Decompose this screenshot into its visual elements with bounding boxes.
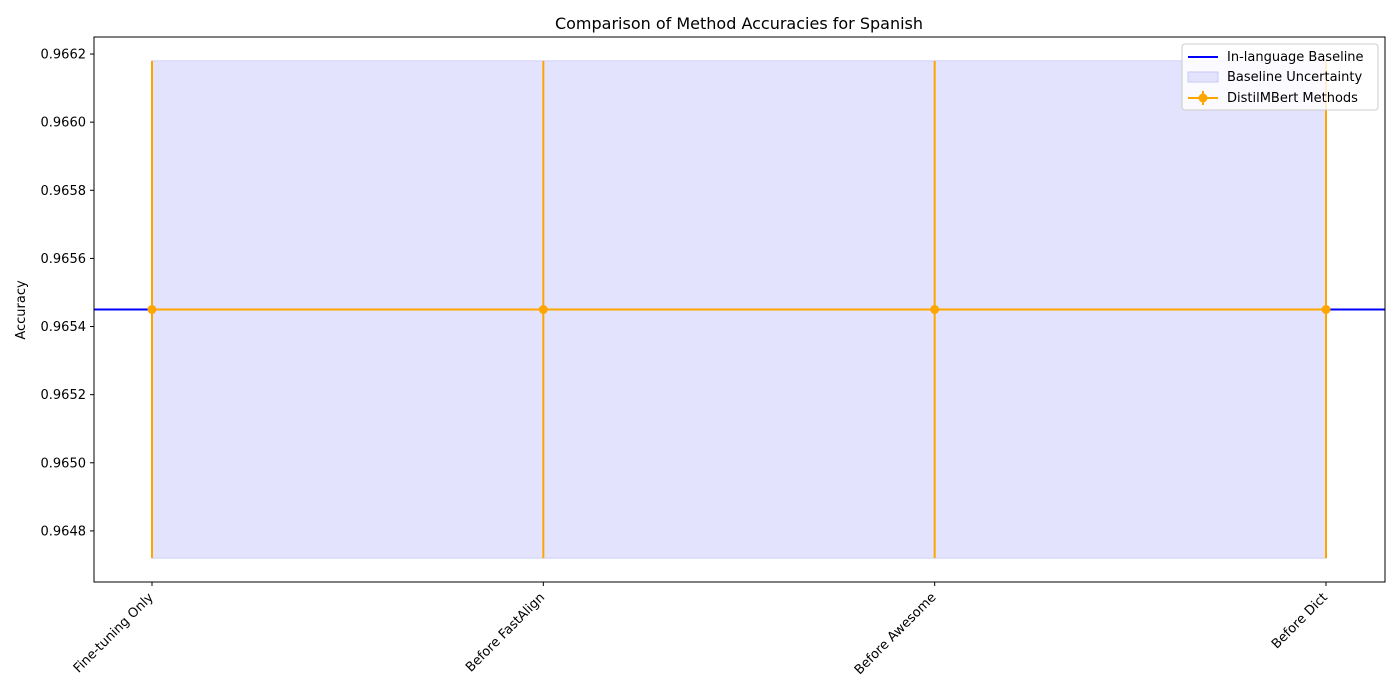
data-point: [538, 305, 548, 314]
data-point: [147, 305, 157, 314]
y-tick-label: 0.9648: [41, 524, 87, 539]
legend-frame: [1181, 43, 1379, 111]
data-point: [930, 305, 940, 314]
legend-band-label: Baseline Uncertainty: [1227, 70, 1363, 85]
legend: In-language Baseline Baseline Uncertaint…: [1181, 43, 1379, 111]
legend-baseline-label: In-language Baseline: [1227, 50, 1364, 65]
y-axis: 0.9648 0.9650 0.9652 0.9654 0.9656 0.9658 0.96…: [41, 48, 94, 539]
y-tick-label: 0.9658: [41, 184, 87, 199]
y-tick-label: 0.9654: [41, 320, 87, 335]
legend-series-marker: [1198, 93, 1208, 103]
series-layer: [147, 60, 1331, 559]
plot-frame: [93, 36, 1386, 583]
y-tick-label: 0.9650: [41, 456, 87, 471]
y-tick-label: 0.9662: [41, 48, 87, 63]
y-tick-label: 0.9652: [41, 388, 87, 403]
legend-series-label: DistilMBert Methods: [1227, 91, 1358, 106]
y-tick-label: 0.9660: [41, 116, 87, 131]
data-point: [1321, 305, 1331, 314]
y-axis-label: Accuracy: [14, 280, 29, 340]
chart-title: Comparison of Method Accuracies for Span…: [555, 14, 923, 33]
legend-band-swatch: [1187, 71, 1219, 83]
y-tick-label: 0.9656: [41, 252, 87, 267]
